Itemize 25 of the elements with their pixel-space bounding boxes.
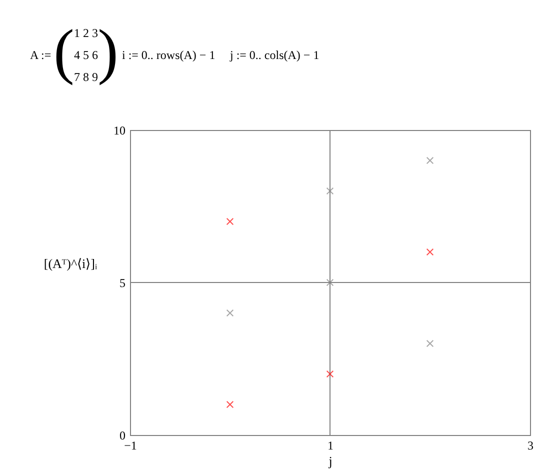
text: 4 5 6 [74, 48, 98, 62]
text: i := 0.. rows(A) − 1 [122, 48, 216, 62]
text: j := 0.. cols(A) − 1 [229, 48, 320, 62]
y-tick-label: 5 [120, 276, 126, 290]
point [226, 218, 234, 226]
point [326, 278, 334, 286]
x-axis-title: j [328, 454, 332, 468]
text: 7 8 9 [74, 70, 98, 84]
x-tick-label: 1 [328, 438, 334, 452]
point [326, 187, 334, 195]
text: A := [30, 48, 52, 62]
point [426, 248, 434, 256]
text: ) [98, 18, 118, 86]
y-tick-label: 10 [114, 124, 126, 138]
text: 1 2 3 [74, 26, 98, 40]
y-tick-label: 0 [120, 428, 126, 442]
x-tick-label: 3 [528, 438, 534, 452]
x-tick-label: −1 [124, 438, 137, 452]
y-axis-title: [(Aᵀ)^⟨i⟩]ᵢ [44, 256, 98, 271]
point [426, 156, 434, 164]
text: ( [54, 18, 74, 86]
point [226, 400, 234, 408]
point [426, 340, 434, 348]
point [226, 309, 234, 317]
point [326, 370, 334, 378]
